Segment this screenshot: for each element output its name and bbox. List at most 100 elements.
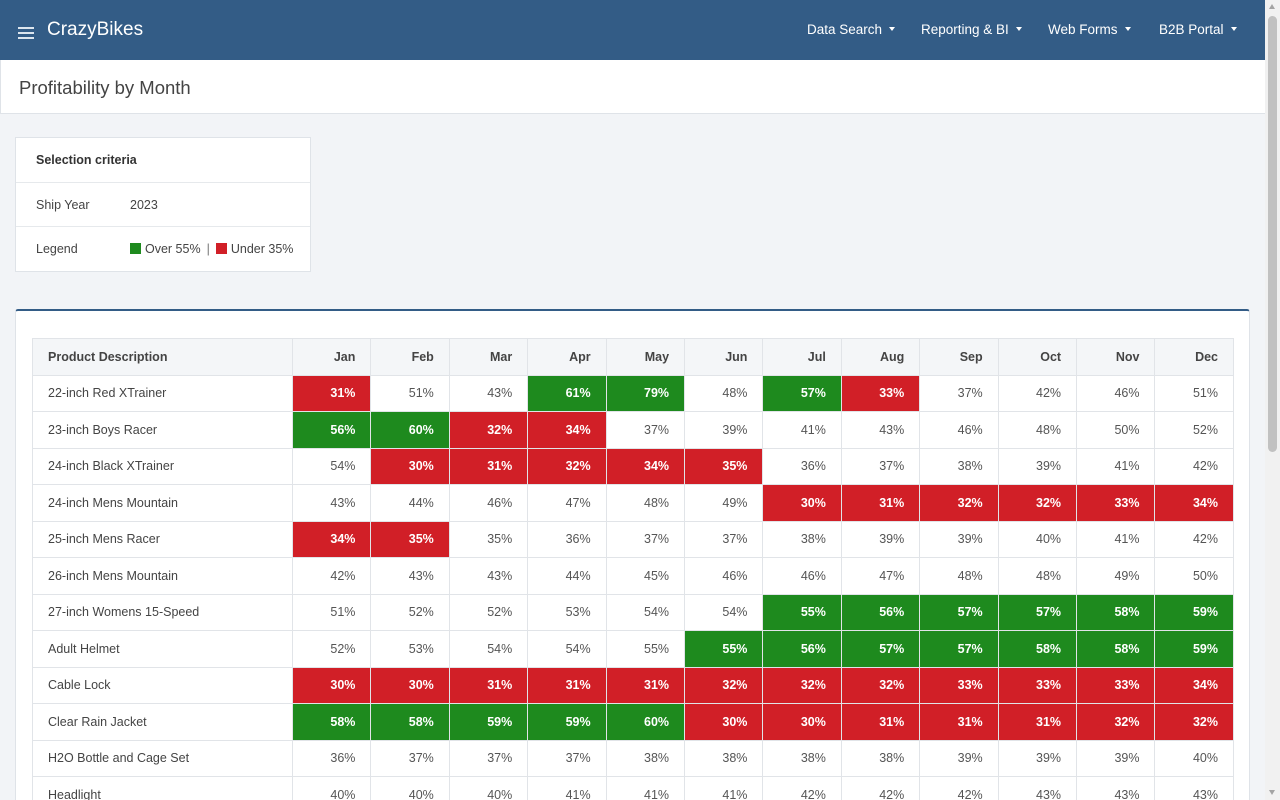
scroll-up-arrow-icon[interactable]: [1269, 4, 1275, 9]
month-value-cell: 45%: [605, 557, 686, 595]
nav-reporting-bi[interactable]: Reporting & BI: [921, 22, 1022, 37]
page-header: Profitability by Month: [0, 60, 1265, 114]
profitability-table-card: Product Description Jan Feb Mar Apr May …: [15, 309, 1250, 800]
table-row[interactable]: 27-inch Womens 15-Speed 51% 52% 52% 53% 54% 54…: [32, 593, 1234, 631]
month-value-cell: 48%: [605, 484, 686, 522]
column-header[interactable]: Jan: [291, 338, 372, 376]
column-header[interactable]: May: [605, 338, 686, 376]
page-title: Profitability by Month: [19, 77, 191, 98]
month-value-cell: 52%: [1154, 411, 1234, 449]
table-row[interactable]: 26-inch Mens Mountain 42% 43% 43% 44% 45% 46% 4…: [32, 557, 1234, 595]
month-value-cell: 35%: [684, 447, 764, 485]
month-value-cell: 52%: [370, 593, 450, 631]
column-header[interactable]: Nov: [1076, 338, 1156, 376]
vertical-scrollbar[interactable]: [1265, 0, 1280, 800]
column-header[interactable]: Jun: [684, 338, 764, 376]
month-value-cell: 55%: [762, 593, 842, 631]
product-description-cell: 24-inch Mens Mountain: [32, 484, 293, 522]
month-value-cell: 57%: [762, 374, 842, 412]
ship-year-label: Ship Year: [36, 198, 90, 212]
column-header[interactable]: Jul: [762, 338, 842, 376]
month-value-cell: 79%: [605, 374, 686, 412]
hamburger-menu-icon[interactable]: [18, 27, 34, 39]
month-value-cell: 37%: [919, 374, 999, 412]
legend-separator: |: [206, 242, 210, 256]
month-value-cell: 43%: [1154, 776, 1234, 800]
month-value-cell: 48%: [919, 557, 999, 595]
product-description-cell: Headlight: [32, 776, 293, 800]
month-value-cell: 46%: [684, 557, 764, 595]
scroll-down-arrow-icon[interactable]: [1269, 790, 1275, 795]
legend-row: Legend Over 55% | Under 35%: [16, 227, 310, 271]
table-row[interactable]: Cable Lock 30% 30% 31% 31% 31% 32% 32% 32% 33% 33%…: [32, 666, 1234, 704]
product-description-cell: Cable Lock: [32, 666, 293, 704]
month-value-cell: 30%: [684, 703, 764, 741]
month-value-cell: 34%: [605, 447, 686, 485]
month-value-cell: 43%: [448, 557, 529, 595]
caret-down-icon: [1230, 27, 1237, 31]
month-value-cell: 41%: [1076, 447, 1156, 485]
product-description-cell: 25-inch Mens Racer: [32, 520, 293, 558]
month-value-cell: 37%: [527, 739, 607, 777]
column-header[interactable]: Product Description: [32, 338, 293, 376]
month-value-cell: 57%: [919, 593, 999, 631]
month-value-cell: 30%: [762, 484, 842, 522]
column-header[interactable]: Oct: [997, 338, 1078, 376]
table-row[interactable]: 23-inch Boys Racer 56% 60% 32% 34% 37% 39% 41% 4…: [32, 411, 1234, 449]
month-value-cell: 54%: [448, 630, 529, 668]
month-value-cell: 34%: [291, 520, 372, 558]
column-header[interactable]: Sep: [919, 338, 999, 376]
nav-data-search[interactable]: Data Search: [807, 22, 896, 37]
month-value-cell: 30%: [370, 447, 450, 485]
month-value-cell: 46%: [448, 484, 529, 522]
nav-label: Data Search: [807, 22, 883, 37]
column-header[interactable]: Apr: [527, 338, 607, 376]
scrollbar-thumb[interactable]: [1268, 16, 1277, 452]
table-row[interactable]: Clear Rain Jacket 58% 58% 59% 59% 60% 30% 30% 31…: [32, 703, 1234, 741]
month-value-cell: 32%: [684, 666, 764, 704]
table-row[interactable]: Headlight 40% 40% 40% 41% 41% 41% 42% 42% 42% 43% 4…: [32, 776, 1234, 800]
month-value-cell: 56%: [762, 630, 842, 668]
month-value-cell: 36%: [527, 520, 607, 558]
table-row[interactable]: Adult Helmet 52% 53% 54% 54% 55% 55% 56% 57% 57% 5…: [32, 630, 1234, 668]
column-header[interactable]: Mar: [448, 338, 529, 376]
caret-down-icon: [889, 27, 896, 31]
month-value-cell: 32%: [762, 666, 842, 704]
month-value-cell: 35%: [370, 520, 450, 558]
month-value-cell: 59%: [448, 703, 529, 741]
product-description-cell: 27-inch Womens 15-Speed: [32, 593, 293, 631]
brand-logo[interactable]: CrazyBikes: [47, 19, 144, 40]
column-header[interactable]: Feb: [370, 338, 450, 376]
month-value-cell: 40%: [997, 520, 1078, 558]
product-description-cell: Clear Rain Jacket: [32, 703, 293, 741]
month-value-cell: 60%: [605, 703, 686, 741]
table-row[interactable]: 24-inch Mens Mountain 43% 44% 46% 47% 48% 49% 3…: [32, 484, 1234, 522]
month-value-cell: 31%: [291, 374, 372, 412]
month-value-cell: 48%: [997, 411, 1078, 449]
table-row[interactable]: 24-inch Black XTrainer 54% 30% 31% 32% 34% 35%…: [32, 447, 1234, 485]
month-value-cell: 55%: [684, 630, 764, 668]
month-value-cell: 53%: [370, 630, 450, 668]
month-value-cell: 32%: [919, 484, 999, 522]
nav-b2b-portal[interactable]: B2B Portal: [1159, 22, 1237, 37]
ship-year-row: Ship Year 2023: [16, 183, 310, 227]
month-value-cell: 48%: [997, 557, 1078, 595]
column-header[interactable]: Dec: [1154, 338, 1234, 376]
table-row[interactable]: 25-inch Mens Racer 34% 35% 35% 36% 37% 37% 38% 3…: [32, 520, 1234, 558]
month-value-cell: 41%: [605, 776, 686, 800]
table-row[interactable]: H2O Bottle and Cage Set 36% 37% 37% 37% 38% 38…: [32, 739, 1234, 777]
month-value-cell: 30%: [291, 666, 372, 704]
month-value-cell: 37%: [840, 447, 921, 485]
month-value-cell: 42%: [291, 557, 372, 595]
month-value-cell: 30%: [370, 666, 450, 704]
month-value-cell: 58%: [997, 630, 1078, 668]
month-value-cell: 61%: [527, 374, 607, 412]
month-value-cell: 41%: [762, 411, 842, 449]
product-description-cell: 22-inch Red XTrainer: [32, 374, 293, 412]
month-value-cell: 39%: [1076, 739, 1156, 777]
column-header[interactable]: Aug: [840, 338, 921, 376]
table-row[interactable]: 22-inch Red XTrainer 31% 51% 43% 61% 79% 48% 57…: [32, 374, 1234, 412]
month-value-cell: 32%: [840, 666, 921, 704]
month-value-cell: 54%: [527, 630, 607, 668]
nav-web-forms[interactable]: Web Forms: [1048, 22, 1131, 37]
